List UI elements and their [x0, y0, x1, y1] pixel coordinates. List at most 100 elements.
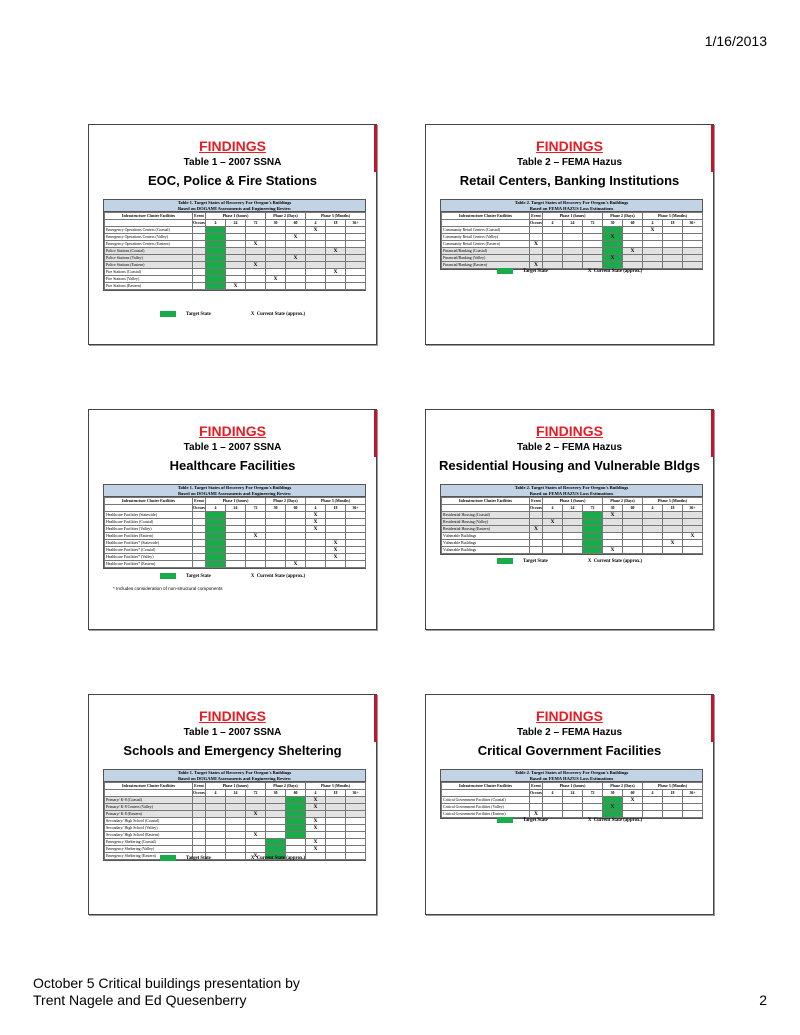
state-cell: [225, 546, 246, 555]
table-title: Table 2. Target States of Recovery For O…: [441, 485, 702, 498]
recovery-table: Table 1. Target States of Recovery For O…: [103, 199, 367, 292]
column-header-interval: 36+: [345, 504, 367, 513]
column-header-occurs: Occurs: [192, 219, 206, 228]
column-header-interval: 18: [662, 219, 684, 228]
table-row: Residential Housing (Coastal) X: [441, 511, 704, 520]
state-cell: [265, 518, 287, 527]
state-cell: [662, 518, 684, 527]
current-state-mark: X: [305, 824, 327, 833]
state-cell: [325, 518, 347, 527]
column-header-phase-3: Phase 3 (Months): [305, 782, 367, 791]
column-header-interval: 4: [305, 789, 327, 798]
state-cell: [581, 810, 604, 819]
state-cell: [285, 553, 307, 562]
state-cell: [265, 560, 287, 569]
state-cell: [225, 261, 246, 270]
current-state-mark: X: [244, 810, 267, 819]
state-cell: [581, 254, 604, 263]
state-cell: [642, 233, 664, 242]
target-state-cell: [205, 525, 226, 534]
column-header-occurs: Occurs: [192, 789, 206, 798]
facility-name: Financial/Banking (Coastal): [441, 247, 530, 256]
state-cell: [345, 247, 367, 256]
state-cell: [325, 532, 347, 541]
state-cell: [542, 539, 563, 548]
legend-current-label: X Current State (approx.): [250, 856, 306, 862]
column-header-interval: 36+: [345, 219, 367, 228]
state-cell: [345, 560, 367, 569]
column-header-phase-2: Phase 2 (Days): [265, 782, 307, 791]
slide-findings-heading: FINDINGS: [199, 423, 266, 439]
state-cell: [662, 240, 684, 249]
state-cell: [305, 247, 327, 256]
state-cell: [622, 532, 644, 541]
target-state-cell: [581, 539, 604, 548]
column-header-interval: 30: [265, 789, 287, 798]
column-header-interval: 4: [542, 219, 563, 228]
current-state-mark: X: [542, 518, 563, 527]
target-state-cell: [205, 261, 226, 270]
state-cell: [622, 240, 644, 249]
target-state-swatch: [496, 558, 513, 564]
state-cell: [285, 226, 307, 235]
state-cell: [642, 240, 664, 249]
state-cell: [225, 268, 246, 277]
state-cell: [244, 254, 267, 263]
state-cell: [265, 254, 287, 263]
state-cell: [225, 845, 246, 854]
column-header-interval: 60: [622, 219, 644, 228]
state-cell: [682, 539, 704, 548]
state-cell: [285, 546, 307, 555]
facility-name: Emergency Operations Centers (Valley): [104, 233, 193, 242]
state-cell: [192, 525, 206, 534]
legend-current-label: X Current State (approx.): [250, 312, 306, 318]
state-cell: [562, 803, 583, 812]
state-cell: [642, 546, 664, 555]
state-cell: [345, 553, 367, 562]
table-title: Table 1. Target States of Recovery For O…: [104, 200, 365, 213]
facility-name: Primary/ K-8 (Coastal): [104, 796, 193, 805]
slide-findings-heading: FINDINGS: [536, 138, 603, 154]
state-cell: [542, 233, 563, 242]
state-cell: [192, 560, 206, 569]
state-cell: [285, 518, 307, 527]
state-cell: [192, 261, 206, 270]
table-row: Secondary/ High School (Coastal) X: [104, 817, 367, 826]
state-cell: [305, 546, 327, 555]
column-header-occurs: Occurs: [529, 789, 543, 798]
column-header-interval: 60: [622, 789, 644, 798]
column-header-phase-3: Phase 3 (Months): [642, 497, 704, 506]
column-header-event: Event: [192, 782, 206, 791]
legend: Target State X Current State (approx.): [89, 311, 376, 317]
slide-subject: Critical Government Facilities: [477, 743, 662, 758]
state-cell: [622, 803, 644, 812]
recovery-grid: Infrastructure Cluster Facilities Event Ph…: [104, 212, 367, 291]
state-cell: [244, 796, 267, 805]
slide-table-label: Table 2 – FEMA Hazus: [516, 157, 623, 168]
state-cell: [285, 275, 307, 284]
column-header-interval: 24: [562, 219, 583, 228]
state-cell: [265, 525, 287, 534]
table-row: Emergency Operations Centers (Coastal) X: [104, 226, 367, 235]
state-cell: [529, 532, 543, 541]
facility-name: Community Retail Centers (Valley): [441, 233, 530, 242]
column-header-interval: 4: [642, 789, 664, 798]
current-state-mark: X: [244, 831, 267, 840]
facility-name: Secondary/ High School (Coastal): [104, 817, 193, 826]
state-cell: [542, 240, 563, 249]
table-row: Healthcare Facilities (Statewide) X: [104, 511, 367, 520]
slide-accent-bar: [711, 410, 714, 457]
slide-table-label: Table 1 – 2007 SSNA: [183, 727, 282, 738]
state-cell: [225, 511, 246, 520]
column-header-occurs: Occurs: [529, 219, 543, 228]
state-cell: [602, 518, 624, 527]
table-row: Fire Stations (Coastal) X: [104, 268, 367, 277]
state-cell: [622, 511, 644, 520]
state-cell: [265, 553, 287, 562]
recovery-table: Table 2. Target States of Recovery For O…: [440, 199, 704, 271]
state-cell: [542, 803, 563, 812]
state-cell: [581, 233, 604, 242]
facility-name: Fire Stations (Valley): [104, 275, 193, 284]
state-cell: [192, 810, 206, 819]
legend: Target State X Current State (approx.): [426, 268, 713, 274]
